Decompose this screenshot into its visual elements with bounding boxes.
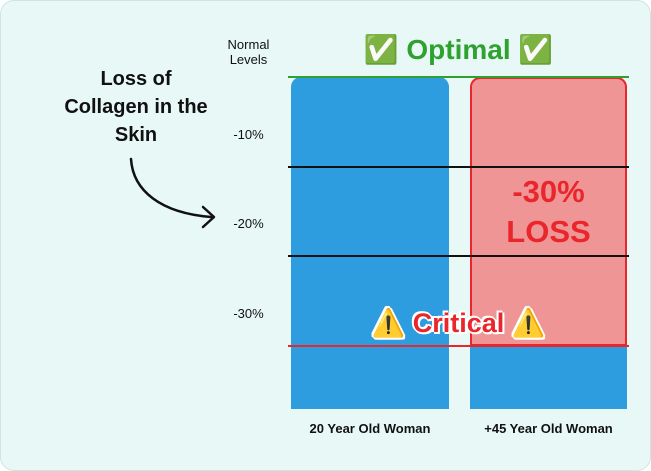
- grid-line: [288, 165, 629, 168]
- x-tick-label: 20 Year Old Woman: [309, 421, 431, 436]
- arrow: [129, 157, 216, 229]
- loss-bar: [470, 77, 627, 347]
- reference-label: ⚠️ Critical ⚠️: [371, 308, 546, 339]
- y-tick-label: -10%: [233, 126, 264, 142]
- loss-label: -30% LOSS: [506, 174, 591, 249]
- bar: [291, 77, 449, 409]
- reference-line: [288, 76, 629, 78]
- reference-label: ✅ Optimal ✅: [363, 34, 554, 65]
- x-tick-label: +45 Year Old Woman: [484, 421, 613, 436]
- y-tick-label: Normal Levels: [227, 37, 270, 67]
- y-tick-label: -30%: [233, 306, 264, 322]
- bar: [470, 346, 627, 409]
- y-tick-label: -20%: [233, 216, 264, 232]
- annotation: Loss of Collagen in the Skin: [64, 68, 208, 146]
- reference-line: [288, 345, 629, 348]
- grid-line: [288, 255, 629, 258]
